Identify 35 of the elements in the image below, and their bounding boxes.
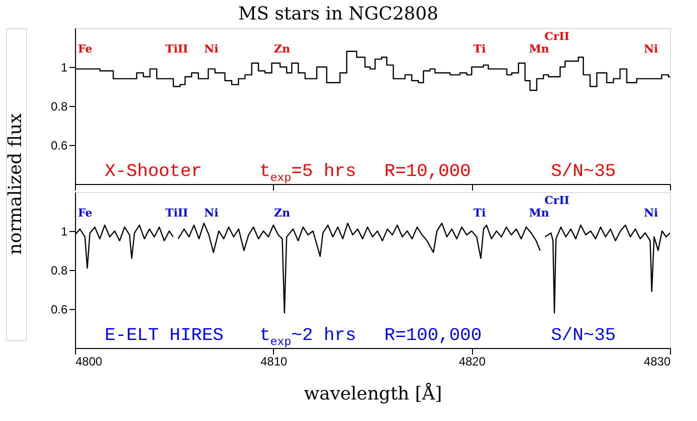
- y-axis-title: normalized flux: [5, 113, 26, 255]
- x-tick-label: 4820: [458, 354, 486, 368]
- annotation: X-Shooter: [104, 162, 202, 182]
- annotation: S/N~35: [551, 326, 616, 346]
- annotation: Zn: [274, 42, 290, 56]
- y-tick-label: 0.8: [50, 264, 68, 278]
- x-axis-title: wavelength [Å]: [304, 382, 442, 404]
- y-tick-label: 0.8: [50, 100, 68, 114]
- annotation: R=100,000: [384, 326, 482, 346]
- annotation: Mn: [529, 206, 550, 220]
- y-tick-label: 1: [60, 224, 68, 238]
- annotation: Ti: [473, 42, 486, 56]
- y-tick-label: 0.6: [50, 302, 68, 316]
- annotation: TiII: [165, 206, 188, 220]
- annotation: TiII: [165, 42, 188, 56]
- annotation: Ni: [644, 42, 658, 56]
- annotation: Mn: [529, 42, 550, 56]
- annotation: CrII: [544, 194, 570, 208]
- annotation: CrII: [544, 30, 570, 44]
- annotation: Zn: [274, 206, 290, 220]
- annotation: R=10,000: [384, 162, 471, 182]
- annotation: S/N~35: [551, 162, 616, 182]
- x-tick-label: 4830: [644, 354, 671, 368]
- x-tick-label: 4810: [260, 354, 288, 368]
- annotation: E-ELT HIRES: [104, 326, 224, 346]
- annotation: Ti: [473, 206, 486, 220]
- y-tick-label: 0.6: [50, 138, 68, 152]
- y-tick-label: 1: [60, 60, 68, 74]
- annotation: Ni: [204, 206, 218, 220]
- chart-title: MS stars in NGC2808: [238, 4, 438, 24]
- annotation: Fe: [78, 42, 92, 56]
- annotation: Ni: [204, 42, 218, 56]
- annotation: Fe: [78, 206, 92, 220]
- x-tick-label: 4800: [76, 354, 103, 368]
- annotation: Ni: [644, 206, 658, 220]
